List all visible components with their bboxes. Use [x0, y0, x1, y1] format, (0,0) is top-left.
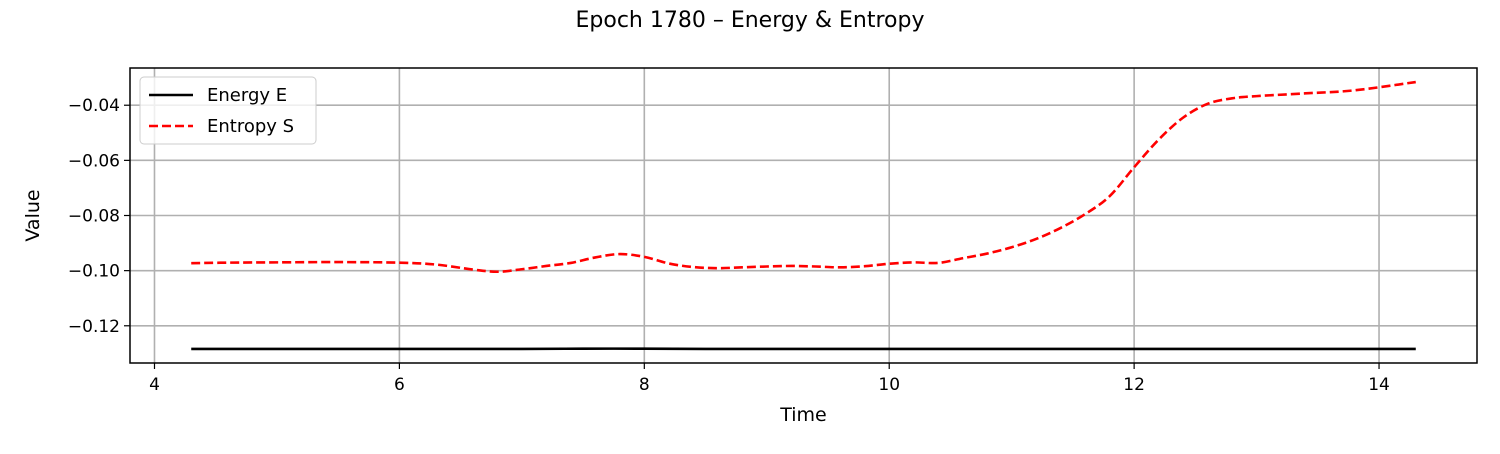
legend: Energy E Entropy S: [140, 77, 316, 144]
x-tick-label: 12: [1123, 375, 1145, 395]
legend-label-energy: Energy E: [207, 85, 287, 106]
x-tick-label: 4: [149, 375, 160, 395]
chart-title: Epoch 1780 – Energy & Entropy: [576, 8, 925, 33]
x-tick-label: 10: [878, 375, 900, 395]
x-tick-label: 6: [394, 375, 405, 395]
x-tick-label: 14: [1368, 375, 1390, 395]
grid-layer: [130, 68, 1477, 363]
y-tick-label: −0.08: [68, 207, 120, 227]
x-axis-label: Time: [779, 404, 827, 426]
x-tick-label: 8: [639, 375, 650, 395]
y-tick-label: −0.12: [68, 317, 120, 337]
series-line-entropy: [191, 82, 1416, 272]
legend-label-entropy: Entropy S: [207, 116, 294, 137]
y-tick-label: −0.04: [68, 96, 120, 116]
y-tick-label: −0.06: [68, 151, 120, 171]
y-axis-label: Value: [22, 189, 44, 241]
y-tick-label: −0.10: [68, 262, 120, 282]
